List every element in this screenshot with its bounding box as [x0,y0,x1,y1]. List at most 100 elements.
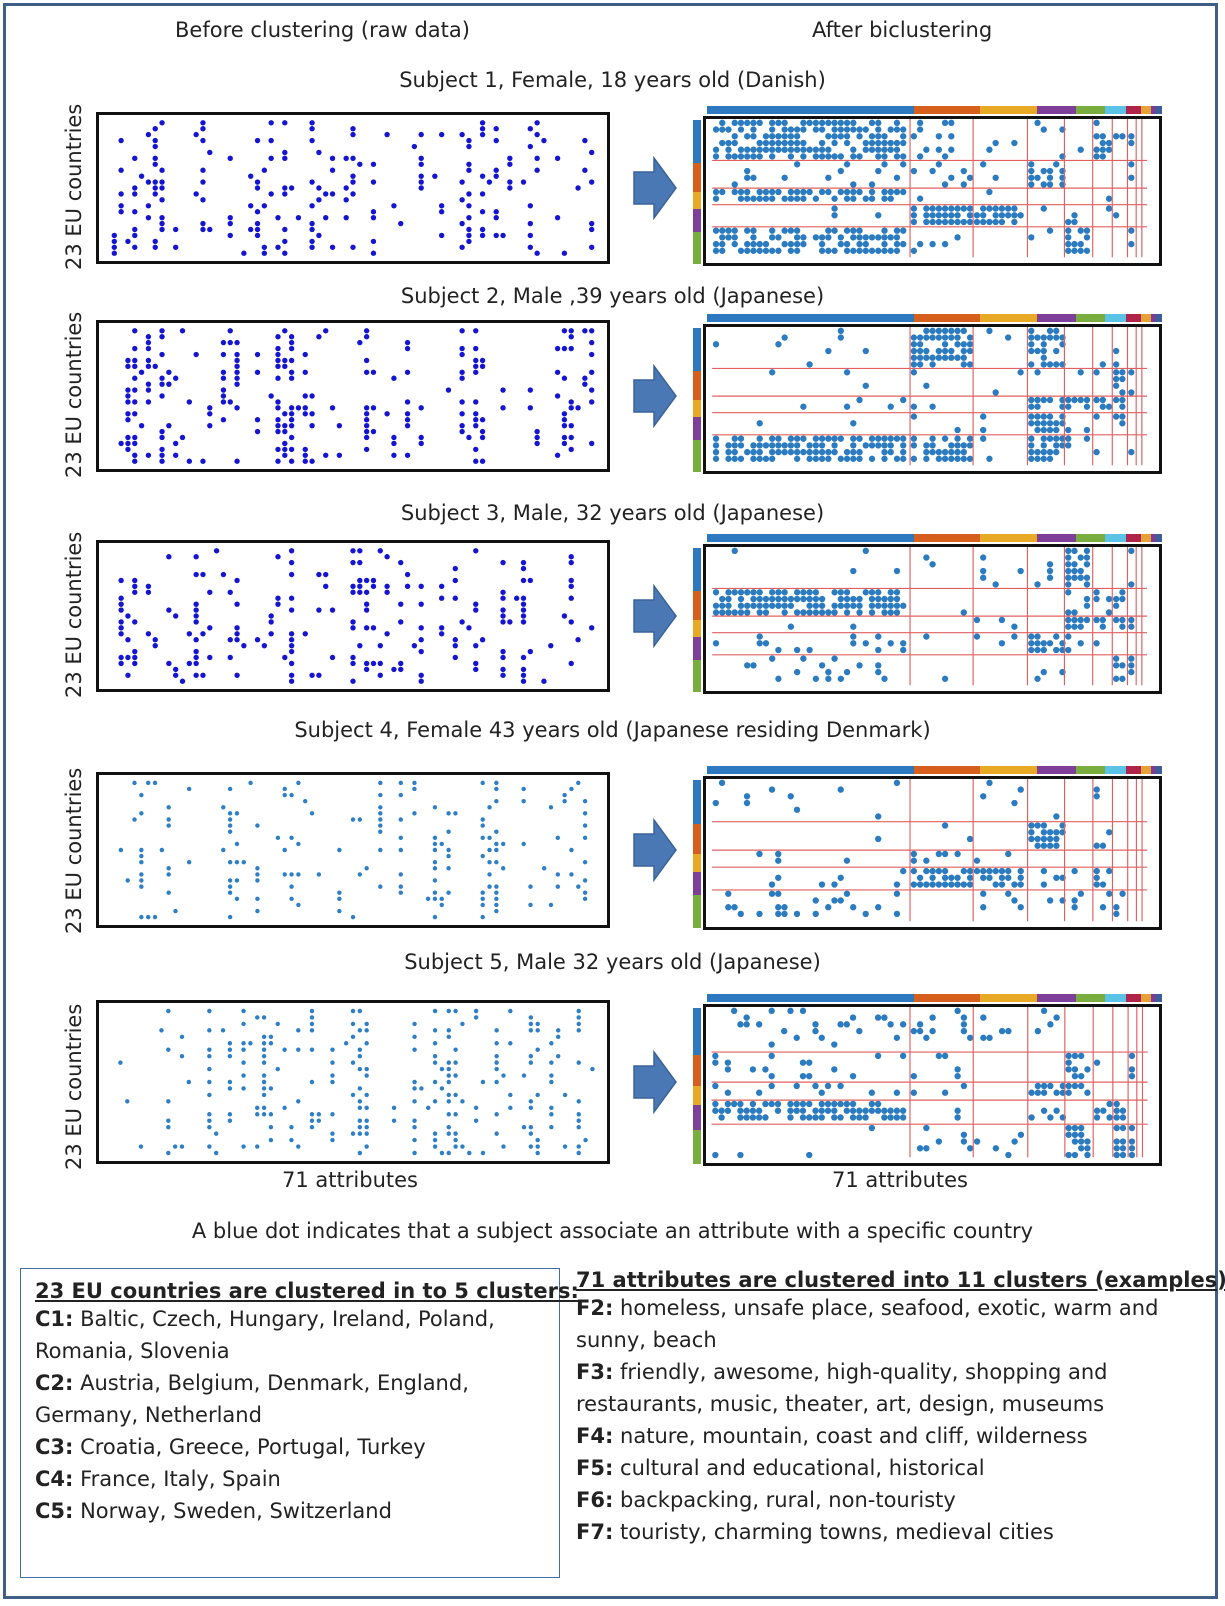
bicluster-dot [1065,396,1072,404]
bicluster-dot [837,786,844,793]
raw-dot [446,1066,451,1072]
bicluster-dot [749,1107,757,1114]
biclustered-matrix [703,1004,1162,1166]
bicluster-dot [712,188,720,196]
raw-dot [125,399,131,405]
raw-dot [446,1034,451,1040]
bicluster-dot [862,347,869,355]
bicluster-dot [750,146,757,153]
raw-dot [466,232,472,239]
bicluster-dot [960,867,968,875]
raw-dot [425,896,431,902]
bicluster-dot [800,153,807,160]
bicluster-dot [1078,1072,1085,1080]
bicluster-dot [812,195,820,202]
bicluster-dot [910,857,918,864]
bicluster-dot [756,119,763,127]
raw-dot [398,835,404,840]
raw-dot [575,185,581,191]
bicluster-dot [966,874,974,881]
bicluster-dot [1119,1107,1127,1114]
bicluster-dot [1005,867,1012,875]
bicluster-dot [1105,403,1113,410]
bicluster-dot [960,361,967,368]
raw-dot [200,120,206,126]
bicluster-dot [744,146,751,153]
raw-dot [159,197,165,203]
attribute-cluster-segment [1075,534,1106,542]
raw-dot [303,798,308,804]
bicluster-dot [737,1021,744,1028]
bicluster-dot [1119,375,1126,383]
bicluster-dot [868,1100,876,1108]
bicluster-dot [973,867,981,875]
bicluster-dot [712,126,720,133]
bicluster-dot [1071,561,1078,568]
bicluster-dot [887,195,894,202]
bicluster-dot [960,1014,968,1021]
bicluster-dot [1099,616,1106,624]
bicluster-dot [1077,227,1084,234]
raw-dot [364,1124,369,1130]
raw-dot [452,654,458,661]
raw-dot [500,648,506,655]
raw-dot [254,232,261,239]
raw-dot [418,601,424,607]
bicluster-dot [837,595,844,603]
bicluster-dot [725,595,732,603]
bicluster-dot [1065,1089,1072,1096]
bicluster-dot [768,786,776,793]
raw-dot [391,666,397,673]
bicluster-dot [1071,240,1078,248]
attribute-cluster-segment [1036,106,1076,114]
bicluster-dot [843,609,851,616]
raw-dot [255,1144,260,1149]
raw-dot [343,155,349,162]
raw-dot [370,179,377,185]
bicluster-dot [1028,361,1035,368]
bicluster-dot [980,867,987,875]
raw-dot [404,399,411,405]
bicluster-dot [1099,403,1106,410]
raw-dot [350,1092,356,1098]
bicluster-dot [893,1114,901,1121]
raw-dot [480,835,485,840]
raw-dot [125,411,131,417]
bicluster-dot [850,602,857,609]
bicluster-dot [935,212,943,219]
raw-dot [412,786,417,792]
bicluster-dot [762,146,770,153]
bicluster-dot [756,146,763,153]
bicluster-dot [731,139,738,147]
raw-dot [248,780,253,786]
raw-dot [309,1008,315,1014]
raw-dot [296,872,301,877]
raw-dot [227,1079,233,1085]
raw-dot [501,1144,506,1149]
raw-dot [323,583,329,590]
bicluster-dot [850,119,857,127]
raw-dot [289,896,294,902]
raw-dot [316,571,322,578]
bicluster-dot [862,234,869,241]
bicluster-dot [775,188,782,196]
raw-dot [541,866,547,871]
raw-dot [432,1028,438,1033]
bicluster-dot [1113,1138,1120,1145]
raw-dot [363,369,370,375]
right-arrow-icon [632,363,678,429]
bicluster-dot [941,327,949,335]
bicluster-dot [775,850,782,858]
raw-dot [575,405,581,411]
bicluster-dot [812,448,820,456]
bicluster-dot [875,646,882,654]
bicluster-dot [960,347,967,355]
bicluster-dot [850,455,857,462]
bicluster-dot [875,602,882,609]
raw-dot [207,405,213,411]
bicluster-dot [1078,1082,1085,1090]
bicluster-dot [980,874,987,881]
right-arrow-icon [632,1049,678,1115]
raw-dot [337,847,342,853]
bicluster-dot [941,212,949,219]
